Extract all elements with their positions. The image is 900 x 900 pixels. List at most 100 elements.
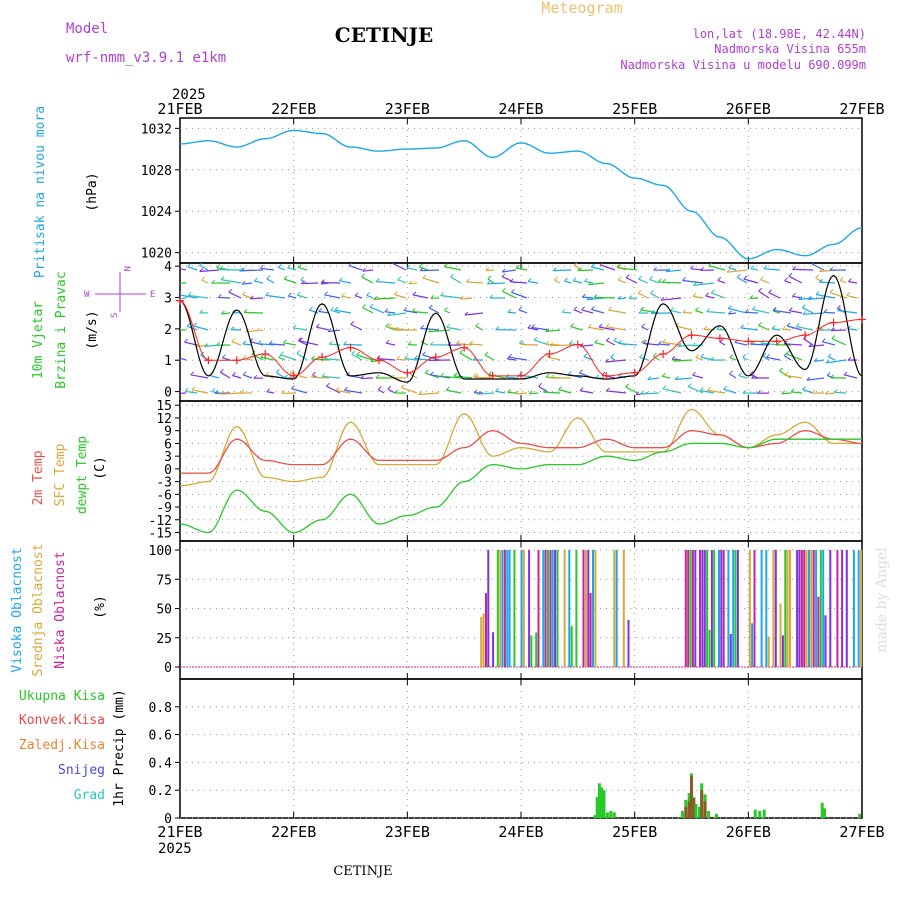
wind-arrow-head <box>232 372 236 376</box>
wind-arrow <box>786 353 803 361</box>
wind-arrow-head <box>815 274 819 279</box>
cloud-high-name: Visoka Oblacnost <box>10 547 25 672</box>
wind-arrow-head <box>456 340 460 344</box>
wind-arrow-head <box>847 356 852 361</box>
wind-arrow-head <box>219 368 224 373</box>
wind-arrow <box>290 372 308 379</box>
wind-arrow-head <box>397 276 402 281</box>
wind-arrow-head <box>542 388 547 393</box>
wind-arrow-head <box>469 340 473 345</box>
wind-arrow <box>477 392 495 395</box>
wind-arrow <box>188 294 209 299</box>
wind-arrow-head <box>790 388 795 393</box>
wind-arrow-head <box>834 388 838 393</box>
wind-arrow <box>783 355 792 361</box>
wind-arrow-head <box>829 266 834 271</box>
wind-arrow-head <box>588 281 592 286</box>
wind-arrow-head <box>326 382 330 387</box>
wind-arrow-head <box>584 277 588 282</box>
wind-arrow-head <box>771 325 776 330</box>
wind-arrow <box>561 311 572 314</box>
wind-arrow <box>577 269 594 272</box>
wind-arrow <box>507 391 517 394</box>
wind-arrow <box>760 279 770 284</box>
wind-arrow-head <box>487 275 492 280</box>
pressure-name: Pritisak na nivou mora <box>33 106 48 278</box>
y-tick-label: -9 <box>156 501 172 516</box>
wind-arrow-head <box>573 263 578 266</box>
wind-arrow-head <box>670 306 674 311</box>
y-tick-label: 25 <box>156 632 172 647</box>
wind-gust-point <box>545 349 554 358</box>
wind-arrow-head <box>385 323 390 327</box>
wind-arrow-head <box>366 291 370 296</box>
wind-arrow <box>758 324 770 331</box>
wind-arrow <box>484 354 495 361</box>
wind-arrow-head <box>743 275 748 280</box>
wind-arrow <box>729 373 737 379</box>
wind-arrow <box>242 294 253 299</box>
wind-arrow-head <box>573 306 578 311</box>
wind-arrow <box>692 374 704 379</box>
wind-arrow-head <box>662 385 667 390</box>
wind-arrow <box>396 358 407 361</box>
wind-arrow-head <box>330 306 334 311</box>
wind-arrow-head <box>831 335 836 339</box>
wind-arrow <box>815 293 836 299</box>
wind-arrow-head <box>605 358 609 363</box>
wind-gust-point <box>176 296 184 305</box>
wind-gust-point <box>318 353 327 362</box>
wind-arrow-head <box>403 306 408 311</box>
wind-arrow-head <box>300 276 305 281</box>
wind-arrow <box>829 291 847 299</box>
wind-arrow-head <box>649 276 653 280</box>
wind-arrow <box>321 375 341 379</box>
wind-arrow <box>350 323 363 331</box>
wind-arrow-head <box>211 388 216 392</box>
wind-arrow <box>791 391 803 394</box>
wind-arrow <box>640 309 660 314</box>
wind-arrow-head <box>813 358 818 362</box>
wind-arrow <box>260 267 275 271</box>
y-tick-label: 4 <box>164 260 172 275</box>
wind-arrow-head <box>583 353 588 357</box>
wind-gust-point <box>204 356 213 365</box>
wind-arrow-head <box>422 274 427 279</box>
compass-w: W <box>84 290 90 300</box>
wind-arrow-head <box>429 371 434 376</box>
wind-arrow <box>251 353 264 361</box>
pressure-panel: 1032 1028 1024 1020 <box>141 117 863 264</box>
altitude-label: Nadmorska Visina 655m <box>714 42 866 56</box>
wind-arrow <box>846 294 858 299</box>
wind-arrow <box>606 340 616 346</box>
wind-arrow <box>330 309 341 314</box>
wind-arrow-head <box>446 323 450 328</box>
wind-arrow <box>579 390 594 394</box>
precip-total-bar <box>698 806 701 818</box>
time-label-bottom: 22FEB <box>271 823 316 841</box>
wind-arrow-head <box>459 349 464 354</box>
wind-arrow-head <box>582 293 586 298</box>
wind-arrow <box>311 358 330 361</box>
wind-arrow-head <box>394 389 398 394</box>
wind-arrow-head <box>428 328 433 333</box>
wind-arrow <box>843 374 858 379</box>
wind-arrow-head <box>639 353 643 358</box>
wind-arrow <box>374 297 396 300</box>
wind-arrow <box>220 279 242 284</box>
wind-arrow <box>772 310 781 314</box>
precip-total-bar <box>715 813 718 818</box>
wind-unit: (m/s) <box>85 310 100 349</box>
wind-arrow-head <box>283 339 287 344</box>
y-tick-label: 100 <box>149 544 172 559</box>
wind-arrow-head <box>406 264 411 269</box>
wind-arrow-head <box>324 291 328 296</box>
wind-arrow <box>510 281 528 284</box>
wind-arrow <box>408 282 418 285</box>
wind-arrow <box>242 343 253 346</box>
wind-arrow <box>728 267 737 271</box>
wind-arrow <box>831 329 847 332</box>
wind-arrow-head <box>328 340 333 345</box>
wind-gust-point <box>460 343 469 352</box>
time-label-bottom: 23FEB <box>385 823 430 841</box>
